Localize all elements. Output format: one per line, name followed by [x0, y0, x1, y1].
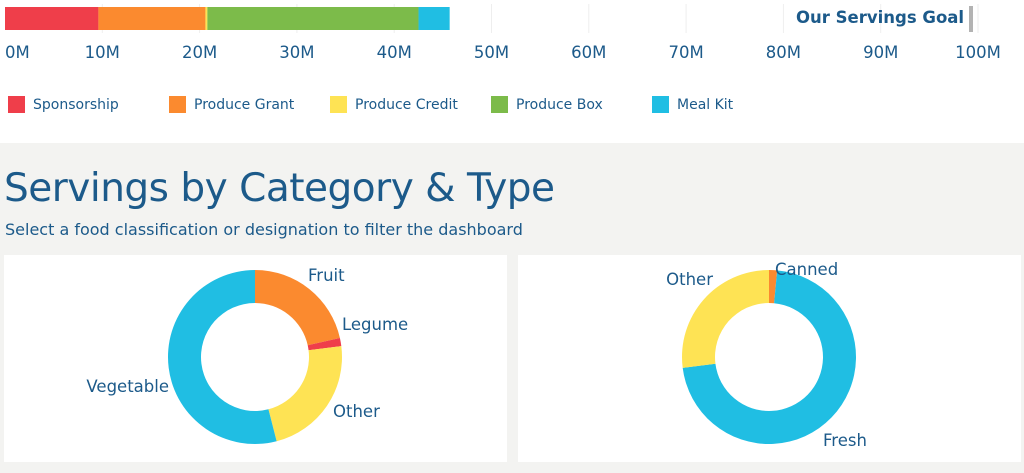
x-tick-label-90: 90M: [863, 43, 898, 62]
legend-item-produce-grant[interactable]: Produce Grant: [169, 96, 294, 113]
category-label-fruit: Fruit: [308, 266, 345, 285]
x-tick-label-20: 20M: [182, 43, 217, 62]
servings-goal-label: Our Servings Goal: [796, 8, 965, 27]
legend-swatch-sponsorship: [8, 96, 25, 113]
servings-goal-marker: [969, 6, 973, 32]
category-slice-fruit[interactable]: [255, 270, 340, 346]
x-tick-label-0: 0M: [5, 43, 30, 62]
x-tick-label-70: 70M: [668, 43, 703, 62]
servings-bar-section: 0M 10M 20M 30M 40M 50M 60M 70M 80M 90M 100M Our Se…: [0, 0, 1024, 143]
category-slice-vegetable[interactable]: [167, 270, 277, 444]
section-subtitle: Select a food classification or designat…: [5, 220, 523, 239]
x-tick-label-30: 30M: [279, 43, 314, 62]
legend-swatch-produce-credit: [330, 96, 347, 113]
section-title: Servings by Category & Type: [4, 166, 555, 211]
bar-segment-produce-grant[interactable]: [98, 7, 206, 30]
legend-label-produce-grant: Produce Grant: [194, 96, 295, 113]
legend-label-produce-credit: Produce Credit: [355, 96, 458, 113]
type-label-other: Other: [666, 270, 713, 289]
servings-legend: Sponsorship Produce Grant Produce Credit Pr…: [8, 96, 1018, 122]
type-slice-canned[interactable]: [769, 270, 778, 304]
legend-label-produce-box: Produce Box: [516, 96, 603, 113]
x-tick-label-10: 10M: [85, 43, 120, 62]
bar-segment-produce-credit[interactable]: [205, 7, 208, 30]
type-slice-fresh[interactable]: [682, 270, 856, 444]
x-tick-label-40: 40M: [377, 43, 412, 62]
legend-item-produce-credit[interactable]: Produce Credit: [330, 96, 458, 113]
category-label-legume: Legume: [342, 315, 408, 334]
bar-segment-sponsorship[interactable]: [5, 7, 99, 30]
legend-label-meal-kit: Meal Kit: [677, 96, 734, 113]
category-label-vegetable: Vegetable: [86, 377, 169, 396]
legend-item-meal-kit[interactable]: Meal Kit: [652, 96, 733, 113]
legend-swatch-produce-box: [491, 96, 508, 113]
legend-item-sponsorship[interactable]: Sponsorship: [8, 96, 119, 113]
x-tick-label-80: 80M: [766, 43, 801, 62]
category-donut-panel: Fruit Legume Other Vegetable: [4, 255, 507, 462]
legend-item-produce-box[interactable]: Produce Box: [491, 96, 603, 113]
type-slice-other[interactable]: [682, 270, 769, 368]
type-label-canned: Canned: [775, 260, 838, 279]
legend-swatch-produce-grant: [169, 96, 186, 113]
x-tick-label-100: 100M: [955, 43, 1001, 62]
category-slice-other[interactable]: [268, 346, 342, 442]
type-donut-panel: Canned Fresh Other: [518, 255, 1021, 462]
legend-label-sponsorship: Sponsorship: [33, 96, 119, 113]
x-tick-label-50: 50M: [474, 43, 509, 62]
type-donut-chart: Canned Fresh Other: [666, 260, 867, 450]
servings-stacked-bar-chart: 0M 10M 20M 30M 40M 50M 60M 70M 80M 90M 100M: [5, 4, 1001, 62]
category-label-other: Other: [333, 402, 380, 421]
category-donut-chart: Fruit Legume Other Vegetable: [86, 266, 408, 444]
category-slice-legume[interactable]: [307, 338, 342, 351]
legend-swatch-meal-kit: [652, 96, 669, 113]
bar-segment-produce-box[interactable]: [207, 7, 419, 30]
type-label-fresh: Fresh: [823, 431, 867, 450]
x-tick-label-60: 60M: [571, 43, 606, 62]
bar-segment-meal-kit[interactable]: [418, 7, 450, 30]
